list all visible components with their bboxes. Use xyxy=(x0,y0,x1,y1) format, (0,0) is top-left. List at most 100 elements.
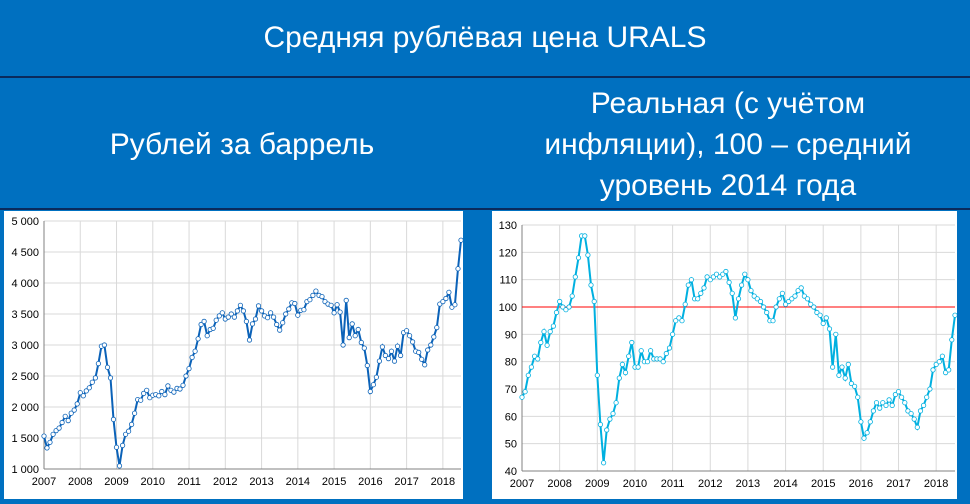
nominal-data-point xyxy=(382,352,388,359)
real-data-point xyxy=(629,339,635,346)
nominal-data-point xyxy=(403,328,410,334)
nominal-data-point xyxy=(156,393,162,399)
nominal-x-tick-label: 2013 xyxy=(249,476,273,488)
nominal-data-point xyxy=(310,292,316,299)
real-data-point xyxy=(519,394,525,400)
nominal-data-point xyxy=(328,302,334,308)
nominal-data-point xyxy=(349,321,355,327)
real-data-point xyxy=(638,348,644,354)
real-data-point xyxy=(911,416,917,422)
real-data-point xyxy=(726,279,732,286)
nominal-data-point xyxy=(92,375,99,381)
real-data-point xyxy=(880,400,886,406)
real-data-point xyxy=(823,315,829,321)
real-data-point xyxy=(814,309,820,316)
nominal-data-point xyxy=(340,342,346,348)
real-data-point xyxy=(525,372,531,378)
real-data-point xyxy=(535,356,541,362)
real-data-point xyxy=(820,320,826,327)
real-data-point xyxy=(760,304,767,310)
nominal-data-point xyxy=(234,308,240,314)
nominal-data-point xyxy=(141,390,147,396)
real-data-point xyxy=(889,402,895,408)
nominal-data-point xyxy=(77,390,83,396)
real-x-tick-label: 2015 xyxy=(811,478,835,490)
nominal-y-tick-label: 1 000 xyxy=(11,464,39,476)
real-x-tick-label: 2010 xyxy=(623,478,647,490)
nominal-data-point xyxy=(95,361,102,367)
nominal-data-point xyxy=(385,356,392,362)
real-data-point xyxy=(946,367,952,373)
nominal-data-point xyxy=(225,314,231,320)
nominal-x-tick-label: 2008 xyxy=(68,476,92,488)
nominal-data-point xyxy=(165,383,171,389)
real-data-point xyxy=(735,296,742,302)
real-x-tick-label: 2011 xyxy=(661,478,685,490)
nominal-data-point xyxy=(113,444,120,450)
nominal-data-point xyxy=(101,342,108,348)
real-y-tick-label: 70 xyxy=(505,384,517,396)
nominal-data-point xyxy=(388,348,395,354)
nominal-data-point xyxy=(74,401,80,407)
real-data-point xyxy=(776,296,782,302)
real-data-point xyxy=(770,318,776,324)
real-data-point xyxy=(682,301,688,307)
real-data-point xyxy=(663,350,669,357)
nominal-price-chart-svg: 1 000 1 500 2 000 2 500 3 000 3 500 4 000 4 500… xyxy=(11,216,464,488)
real-x-tick-label: 2013 xyxy=(736,478,760,490)
nominal-data-point xyxy=(180,382,186,388)
nominal-data-point xyxy=(47,439,53,445)
nominal-data-point xyxy=(237,302,243,308)
real-price-chart-svg: 40 50 60 70 80 90 100 110 120 130 2007 2008 2009 2010… xyxy=(499,220,958,490)
real-data-point xyxy=(952,312,958,318)
real-y-tick-label: 60 xyxy=(505,411,517,423)
real-y-tick-label: 130 xyxy=(499,220,517,232)
page-title: Средняя рублёвая цена URALS xyxy=(0,0,970,78)
real-price-chart: 40 50 60 70 80 90 100 110 120 130 2007 2008 2009 2010… xyxy=(492,211,958,499)
real-data-point xyxy=(920,402,927,408)
nominal-data-point xyxy=(455,266,461,272)
nominal-y-tick-label: 4 000 xyxy=(11,278,39,290)
real-data-point xyxy=(657,356,663,362)
nominal-data-point xyxy=(343,297,349,304)
nominal-data-point xyxy=(355,326,361,333)
nominal-data-point xyxy=(406,333,413,339)
nominal-y-tick-label: 2 500 xyxy=(11,371,39,383)
real-data-point xyxy=(644,359,651,365)
nominal-data-point xyxy=(246,337,253,343)
nominal-y-tick-label: 3 500 xyxy=(11,309,39,321)
nominal-data-point xyxy=(397,352,404,359)
nominal-data-point xyxy=(358,339,364,346)
nominal-data-point xyxy=(277,327,283,333)
nominal-data-point xyxy=(162,392,168,398)
left-chart-subtitle: Рублей за баррель xyxy=(109,127,375,161)
real-data-point xyxy=(914,424,920,430)
nominal-data-point xyxy=(132,410,138,416)
nominal-data-point xyxy=(104,364,111,370)
real-data-point xyxy=(635,364,641,370)
real-data-point xyxy=(701,285,707,291)
nominal-data-point xyxy=(216,313,222,319)
real-data-point xyxy=(544,342,550,348)
real-data-point xyxy=(557,298,563,305)
real-data-point xyxy=(779,290,785,296)
nominal-data-point xyxy=(259,308,265,314)
real-x-tick-label: 2014 xyxy=(773,478,797,490)
real-series-line xyxy=(521,234,956,463)
real-data-point xyxy=(566,304,572,310)
nominal-data-point xyxy=(89,379,95,385)
real-data-point xyxy=(867,419,873,425)
real-data-point xyxy=(895,389,902,395)
real-data-point xyxy=(616,375,622,381)
real-data-point xyxy=(811,304,817,310)
real-data-point xyxy=(873,400,880,406)
nominal-data-point xyxy=(452,302,458,308)
real-data-point xyxy=(936,359,942,365)
real-data-point xyxy=(842,375,848,381)
real-data-point xyxy=(742,271,748,277)
real-y-tick-label: 120 xyxy=(499,247,517,259)
real-x-tick-label: 2012 xyxy=(698,478,722,490)
real-data-point xyxy=(673,318,679,324)
nominal-y-tick-label: 4 500 xyxy=(11,247,39,259)
nominal-data-point xyxy=(286,306,292,312)
